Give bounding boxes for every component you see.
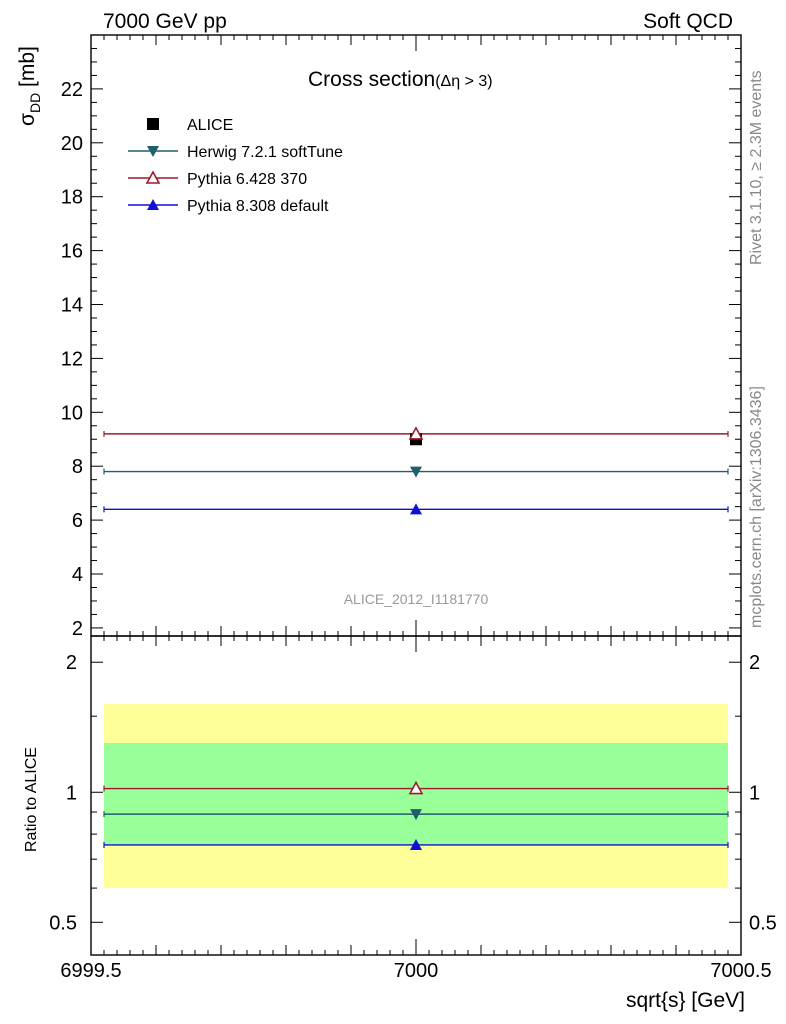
main-y-tick-label: 22 <box>61 79 83 101</box>
main-y-tick-label: 4 <box>72 564 83 586</box>
main-y-tick-label: 18 <box>61 187 83 209</box>
main-series-marker-1 <box>408 426 424 440</box>
legend-marker-0 <box>147 118 159 130</box>
main-y-tick-label: 20 <box>61 133 83 155</box>
ratio-y-tick-label: 2 <box>66 652 77 674</box>
legend-label-0: ALICE <box>187 117 233 134</box>
legend-marker-1 <box>147 146 159 157</box>
main-y-tick-label: 16 <box>61 241 83 263</box>
legend-label-1: Herwig 7.2.1 softTune <box>187 144 343 161</box>
legend-label-2: Pythia 6.428 370 <box>187 171 307 188</box>
ratio-series-marker-1 <box>408 780 424 795</box>
main-title-cut: (Δη > 3) <box>435 73 492 90</box>
ratio-series-marker-2 <box>410 838 422 850</box>
legend-label-3: Pythia 8.308 default <box>187 198 329 215</box>
main-title: Cross section(Δη > 3) <box>308 68 493 91</box>
ratio-y-tick-label-right: 0.5 <box>749 912 777 934</box>
ratio-y-tick-label-right: 1 <box>749 782 760 804</box>
main-y-tick-label: 14 <box>61 295 83 317</box>
main-y-tick-label: 10 <box>61 402 83 424</box>
main-title-text: Cross section <box>308 68 435 91</box>
y-axis-unit: [mb] <box>16 46 39 93</box>
main-y-axis-label: σDD [mb] <box>16 46 43 126</box>
main-series-marker-0 <box>410 466 422 478</box>
header-energy-label: 7000 GeV pp <box>103 10 227 33</box>
side-rivet-version: Rivet 3.1.10, ≥ 2.3M events <box>748 70 765 265</box>
main-series-marker-2 <box>410 503 422 515</box>
header-process-label: Soft QCD <box>643 10 733 33</box>
main-y-tick-label: 8 <box>72 456 83 478</box>
ratio-y-tick-label: 1 <box>66 782 77 804</box>
ratio-series-marker-0 <box>410 809 422 821</box>
side-mcplots-ref: mcplots.cern.ch [arXiv:1306.3436] <box>748 386 765 628</box>
x-axis-label: sqrt{s} [GeV] <box>626 989 745 1012</box>
main-y-tick-label: 12 <box>61 348 83 370</box>
x-tick-label: 7000.5 <box>710 960 771 982</box>
x-tick-label: 7000 <box>394 960 439 982</box>
legend-marker-2 <box>145 170 161 184</box>
main-y-tick-label: 2 <box>72 618 83 640</box>
watermark-analysis-id: ALICE_2012_I1181770 <box>344 591 489 607</box>
legend-marker-3 <box>147 199 159 210</box>
x-tick-label: 6999.5 <box>60 960 121 982</box>
ratio-y-axis-label: Ratio to ALICE <box>23 747 40 852</box>
main-y-tick-label: 6 <box>72 510 83 532</box>
y-axis-symbol: σ <box>16 113 39 126</box>
ratio-y-tick-label-right: 2 <box>749 652 760 674</box>
ratio-y-tick-label: 0.5 <box>49 912 77 934</box>
y-axis-subscript: DD <box>27 93 43 113</box>
